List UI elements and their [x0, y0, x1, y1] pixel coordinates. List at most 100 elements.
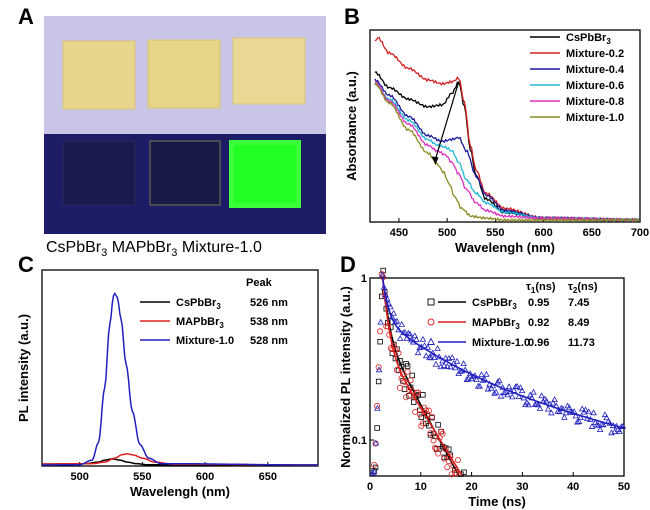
data-point	[442, 446, 449, 453]
x-tick-label: 650	[583, 227, 601, 239]
data-point	[543, 397, 550, 404]
data-point	[410, 394, 417, 401]
data-point	[473, 376, 480, 383]
data-point	[530, 388, 537, 395]
data-point	[515, 393, 523, 400]
data-point	[380, 267, 386, 274]
data-point	[476, 382, 484, 389]
data-point	[441, 455, 448, 462]
data-point	[435, 450, 442, 457]
data-point	[578, 405, 586, 412]
legend-label: MAPbBr3	[176, 316, 224, 330]
legend-peak-value: 538 nm	[250, 316, 288, 328]
data-point	[551, 396, 558, 402]
series-line-mixture-1.0	[374, 82, 640, 223]
legend-label: CsPbBr3	[176, 297, 221, 311]
chart-pl-intensity: 500 550 600 650 Wavelengh (nm) PL intensity (…	[16, 269, 319, 499]
data-point	[434, 345, 441, 351]
data-point	[442, 354, 449, 361]
data-point	[412, 408, 419, 415]
y-axis-title: Absorbance (a.u.)	[344, 71, 359, 181]
data-point	[422, 407, 429, 414]
film-mixture-uv-core	[234, 145, 296, 203]
data-point	[416, 344, 423, 351]
data-point	[588, 423, 596, 429]
data-point	[375, 366, 383, 373]
data-point	[404, 363, 411, 369]
data-point	[374, 402, 381, 409]
data-point	[461, 469, 467, 475]
legend-peak-value: 526 nm	[250, 297, 288, 309]
data-point	[377, 338, 383, 345]
legend-label: Mixture-0.6	[566, 80, 624, 92]
data-point	[375, 364, 382, 371]
data-point	[585, 408, 593, 415]
data-point	[572, 412, 580, 419]
data-point	[409, 372, 415, 379]
data-point	[374, 404, 381, 411]
data-point	[513, 382, 521, 389]
data-point	[538, 392, 545, 399]
data-point	[369, 469, 376, 476]
legend-tau1-value: 0.95	[528, 297, 549, 309]
film-mapbbr3-daylight	[147, 39, 221, 109]
legend-tau2-header: τ2(ns)	[568, 281, 598, 295]
data-point	[535, 401, 542, 408]
data-point	[453, 470, 460, 477]
data-point	[494, 378, 501, 385]
data-point	[403, 394, 410, 401]
x-tick-label: 550	[486, 227, 504, 239]
data-point	[422, 352, 430, 359]
fit-line	[381, 277, 463, 476]
x-axis-title: Wavelengh (nm)	[455, 240, 555, 255]
data-point	[497, 392, 505, 399]
film-cspbbr3-daylight	[62, 40, 136, 110]
data-point	[427, 430, 434, 437]
film-mapbbr3-uv	[149, 140, 221, 206]
film-cspbbr3-uv	[62, 140, 136, 206]
y-axis-title: Normalized PL intensity (a.u.)	[338, 286, 353, 468]
legend-tau2-value: 7.45	[568, 297, 589, 309]
fit-line	[381, 277, 624, 429]
data-point	[413, 336, 420, 342]
plot-frame	[369, 29, 641, 223]
data-point	[489, 382, 497, 389]
legend-tau1-value: 0.96	[528, 337, 549, 349]
x-tick-label: 30	[516, 481, 528, 493]
panel-letter-a: A	[18, 4, 34, 29]
data-point	[416, 411, 423, 418]
legend-tau2-value: 8.49	[568, 317, 589, 329]
data-point	[525, 401, 532, 408]
data-point	[575, 418, 583, 424]
photo-panel	[44, 16, 326, 234]
legend-label: CsPbBr3	[566, 32, 611, 46]
data-point	[590, 409, 597, 416]
x-tick-label: 40	[567, 481, 579, 493]
legend-label: Mixture-1.0	[176, 335, 234, 347]
fit-line	[381, 277, 460, 477]
data-point	[500, 389, 508, 396]
data-point	[379, 271, 386, 278]
data-point	[616, 427, 623, 434]
series-line-mixture-1.0	[42, 292, 318, 466]
y-tick-label: 0.1	[352, 435, 367, 447]
y-axis-title: PL intensity (a.u.)	[16, 314, 31, 422]
data-point	[448, 354, 456, 360]
data-point	[419, 420, 426, 427]
data-point	[600, 421, 607, 428]
data-point	[377, 328, 384, 335]
trend-arrow	[434, 81, 460, 159]
data-point	[518, 387, 526, 394]
data-point	[414, 349, 422, 356]
data-point	[435, 422, 441, 428]
data-point	[548, 409, 555, 416]
photo-caption: CsPbBr3 MAPbBr3 Mixture-1.0	[46, 239, 262, 259]
x-tick-label: 500	[70, 471, 88, 483]
x-tick-label: 600	[534, 227, 552, 239]
data-point	[447, 363, 454, 370]
series-line-cspbbr3	[374, 71, 641, 223]
film-mixture-daylight	[232, 37, 306, 105]
x-axis-title: Wavelengh (nm)	[130, 484, 230, 499]
data-point	[504, 391, 511, 398]
legend-label: Mixture-0.2	[566, 48, 624, 60]
